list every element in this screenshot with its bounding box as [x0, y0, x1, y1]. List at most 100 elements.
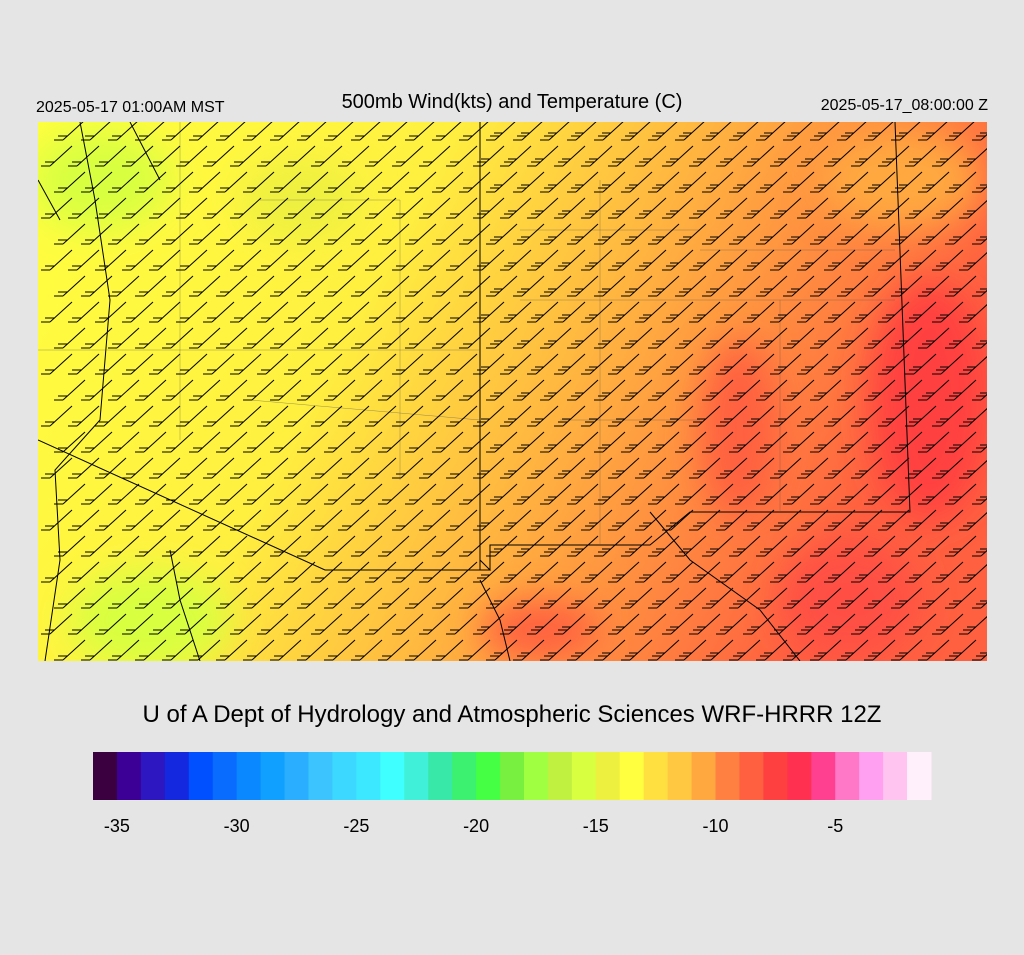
wind-barb — [135, 223, 167, 245]
wind-barb — [486, 379, 518, 401]
colorbar-swatch — [787, 752, 812, 800]
wind-barb — [648, 639, 680, 661]
wind-barb — [945, 275, 977, 297]
wind-barb — [378, 379, 410, 401]
wind-barb — [513, 327, 545, 349]
colorbar-swatch — [236, 752, 262, 800]
wind-barb — [621, 171, 653, 193]
wind-barb — [891, 379, 923, 401]
wind-barb — [81, 275, 113, 297]
colorbar-swatch — [667, 752, 693, 800]
wind-barb — [540, 431, 572, 453]
wind-barb — [378, 327, 410, 349]
wind-barb — [824, 249, 856, 271]
wind-barb — [756, 639, 788, 661]
wind-barb — [54, 275, 86, 297]
wind-barb — [378, 483, 410, 505]
wind-barb — [338, 249, 370, 271]
wind-barb — [419, 561, 451, 583]
wind-barb — [783, 171, 815, 193]
wind-barb — [621, 587, 653, 609]
wind-barb — [284, 405, 316, 427]
colorbar-swatch — [643, 752, 669, 800]
wind-barb — [230, 405, 262, 427]
wind-barb — [635, 249, 667, 271]
wind-barb — [338, 301, 370, 323]
wind-barb — [675, 535, 707, 557]
wind-barb — [189, 122, 219, 141]
wind-barb — [621, 535, 653, 557]
wind-barb — [783, 122, 813, 141]
wind-barb — [797, 613, 829, 635]
wind-barb — [176, 457, 208, 479]
wind-barb — [216, 483, 248, 505]
colorbar-tick-label: -25 — [343, 816, 369, 836]
wind-barb — [554, 457, 586, 479]
wind-barb — [135, 535, 167, 557]
wind-barb — [68, 457, 100, 479]
wind-barb — [797, 301, 829, 323]
wind-barb — [797, 353, 829, 375]
wind-barb — [810, 483, 842, 505]
wind-barb — [513, 431, 545, 453]
wind-barb — [324, 171, 356, 193]
wind-barb — [203, 301, 235, 323]
wind-barb — [432, 379, 464, 401]
wind-barb — [122, 301, 154, 323]
wind-barb — [405, 431, 437, 453]
wind-barb — [446, 145, 478, 167]
wind-barb — [216, 275, 248, 297]
wind-barb — [567, 275, 599, 297]
wind-barb — [243, 431, 275, 453]
wind-barb — [189, 639, 221, 661]
wind-barb — [81, 535, 113, 557]
wind-barb — [176, 561, 208, 583]
wind-barb — [918, 483, 950, 505]
wind-barb — [959, 148, 987, 167]
wind-barb — [864, 639, 896, 661]
wind-barb — [81, 587, 113, 609]
wind-barb — [230, 613, 262, 635]
wind-barb — [108, 587, 140, 609]
colorbar: -35 -30 -25 -20 -15 -10 -5 — [93, 752, 932, 836]
wind-barb — [365, 613, 397, 635]
wind-barb — [702, 223, 734, 245]
wind-barb — [405, 171, 437, 193]
wind-barb — [378, 535, 410, 557]
wind-barb — [959, 460, 987, 479]
wind-barb — [500, 613, 532, 635]
wind-barb — [635, 145, 667, 167]
wind-barb — [810, 122, 840, 141]
wind-barb — [378, 122, 408, 141]
wind-barb — [729, 122, 759, 141]
wind-barb — [540, 275, 572, 297]
wind-barb — [81, 379, 113, 401]
wind-barb — [581, 561, 613, 583]
wind-barb — [783, 275, 815, 297]
wind-barb — [675, 639, 707, 661]
wind-barb — [945, 223, 977, 245]
wind-barb — [837, 223, 869, 245]
wind-barb — [540, 587, 572, 609]
colorbar-swatch — [140, 752, 166, 800]
wind-barb — [540, 327, 572, 349]
wind-barb — [459, 587, 491, 609]
wind-barb — [635, 561, 667, 583]
wind-barb — [311, 145, 343, 167]
colorbar-swatch — [164, 752, 190, 800]
wind-barb — [351, 639, 383, 661]
wind-barb — [351, 275, 383, 297]
wind-barb — [540, 639, 572, 661]
wind-barb — [824, 197, 856, 219]
wind-barb — [81, 171, 113, 193]
wind-barb — [122, 561, 154, 583]
wind-barb — [473, 457, 505, 479]
wind-barb — [419, 353, 451, 375]
wind-barb — [473, 509, 505, 531]
wind-barb — [270, 483, 302, 505]
wind-barb — [783, 431, 815, 453]
wind-barb — [81, 483, 113, 505]
wind-barb — [297, 587, 329, 609]
wind-barb — [864, 327, 896, 349]
wind-barb — [810, 327, 842, 349]
